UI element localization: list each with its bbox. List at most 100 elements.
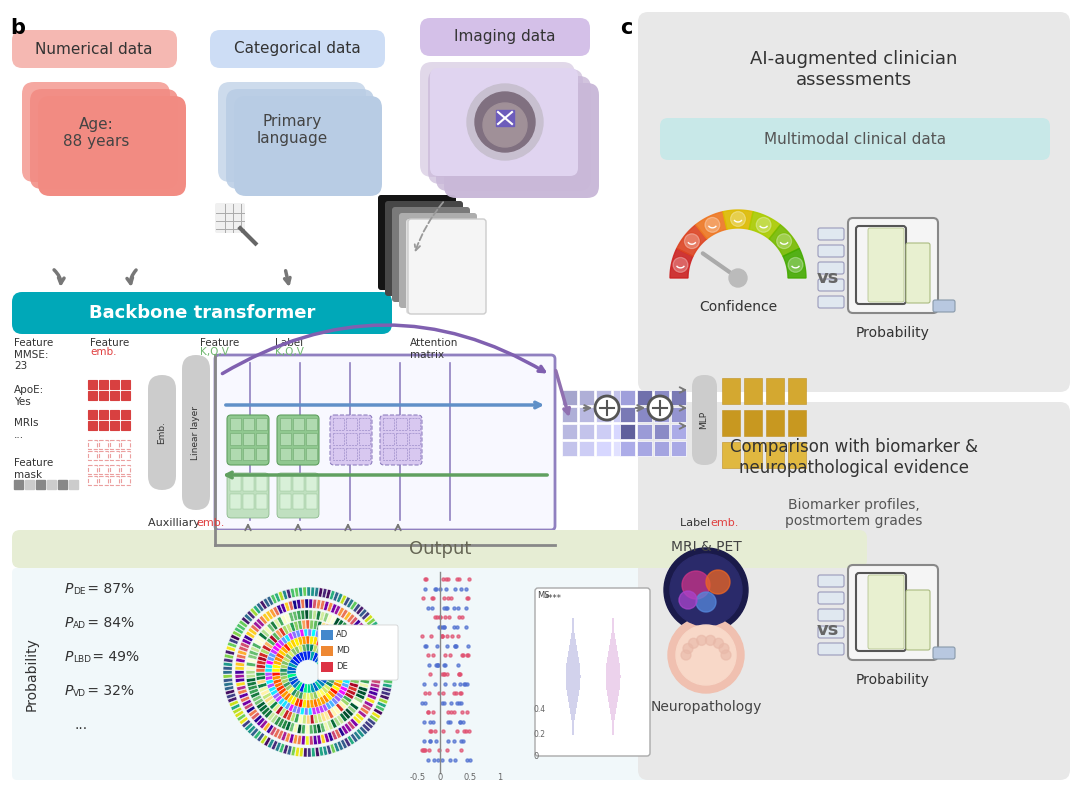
Wedge shape: [350, 679, 360, 684]
Wedge shape: [254, 639, 264, 646]
Circle shape: [467, 84, 543, 160]
Wedge shape: [310, 699, 314, 708]
Wedge shape: [333, 706, 341, 714]
Bar: [596, 407, 611, 422]
Point: [450, 668, 468, 680]
Wedge shape: [227, 693, 235, 699]
Wedge shape: [359, 656, 368, 661]
Point: [433, 668, 450, 680]
Circle shape: [730, 211, 746, 227]
Wedge shape: [366, 618, 376, 626]
Wedge shape: [343, 611, 352, 621]
Wedge shape: [329, 627, 337, 637]
Wedge shape: [340, 638, 349, 645]
Point: [424, 753, 442, 766]
Wedge shape: [278, 696, 286, 705]
Wedge shape: [235, 678, 245, 683]
Wedge shape: [251, 728, 259, 737]
Wedge shape: [284, 634, 292, 644]
Bar: [256, 418, 267, 430]
Wedge shape: [294, 638, 300, 647]
Circle shape: [673, 257, 688, 273]
Point: [454, 611, 471, 623]
Wedge shape: [279, 592, 284, 601]
Wedge shape: [379, 643, 389, 649]
Bar: [671, 407, 686, 422]
Wedge shape: [380, 647, 390, 653]
FancyBboxPatch shape: [226, 89, 374, 189]
Point: [420, 658, 437, 671]
Bar: [612, 621, 613, 624]
Bar: [121, 391, 130, 400]
Wedge shape: [367, 694, 377, 700]
Wedge shape: [323, 612, 329, 623]
Wedge shape: [337, 688, 346, 695]
Wedge shape: [322, 588, 327, 598]
Wedge shape: [282, 710, 289, 719]
Wedge shape: [355, 606, 364, 615]
Bar: [612, 627, 615, 630]
Wedge shape: [377, 635, 387, 642]
Bar: [613, 407, 627, 422]
Bar: [596, 441, 611, 456]
Bar: [723, 410, 740, 436]
FancyBboxPatch shape: [818, 262, 843, 274]
Wedge shape: [360, 629, 369, 637]
Wedge shape: [372, 664, 381, 668]
Wedge shape: [256, 672, 265, 676]
Wedge shape: [274, 592, 281, 602]
Bar: [87, 380, 97, 389]
FancyBboxPatch shape: [818, 279, 843, 291]
Point: [442, 592, 459, 604]
Wedge shape: [285, 683, 294, 691]
Wedge shape: [293, 600, 297, 610]
Wedge shape: [307, 683, 311, 693]
Bar: [567, 693, 579, 696]
Wedge shape: [352, 699, 361, 707]
Wedge shape: [327, 721, 334, 730]
Point: [445, 687, 462, 699]
Wedge shape: [275, 706, 284, 715]
Bar: [637, 390, 652, 405]
Bar: [230, 448, 241, 460]
Bar: [496, 110, 514, 126]
Wedge shape: [270, 621, 278, 630]
Point: [436, 601, 454, 614]
Wedge shape: [292, 656, 300, 664]
FancyBboxPatch shape: [906, 243, 930, 303]
Wedge shape: [261, 629, 270, 638]
Wedge shape: [246, 671, 255, 674]
Wedge shape: [306, 725, 309, 734]
FancyBboxPatch shape: [868, 575, 904, 649]
Bar: [606, 666, 620, 669]
Wedge shape: [299, 630, 305, 638]
Wedge shape: [224, 682, 233, 687]
Point: [459, 706, 476, 718]
Wedge shape: [315, 705, 321, 714]
Bar: [230, 494, 241, 509]
Bar: [87, 451, 97, 460]
Wedge shape: [351, 637, 361, 645]
Wedge shape: [274, 716, 282, 725]
Bar: [612, 726, 613, 729]
Wedge shape: [292, 703, 298, 713]
Wedge shape: [327, 668, 336, 672]
Wedge shape: [381, 691, 390, 696]
Wedge shape: [350, 664, 360, 668]
Point: [453, 696, 470, 709]
Wedge shape: [273, 679, 283, 684]
Wedge shape: [364, 721, 374, 729]
Point: [451, 715, 469, 728]
Point: [454, 649, 471, 661]
Wedge shape: [343, 596, 351, 606]
Wedge shape: [274, 642, 284, 650]
Wedge shape: [313, 714, 319, 724]
Bar: [607, 693, 619, 696]
Point: [456, 725, 473, 737]
Bar: [87, 410, 97, 419]
Point: [445, 734, 462, 747]
Wedge shape: [251, 712, 260, 720]
Wedge shape: [345, 627, 353, 636]
Wedge shape: [315, 748, 320, 756]
Wedge shape: [336, 703, 345, 712]
